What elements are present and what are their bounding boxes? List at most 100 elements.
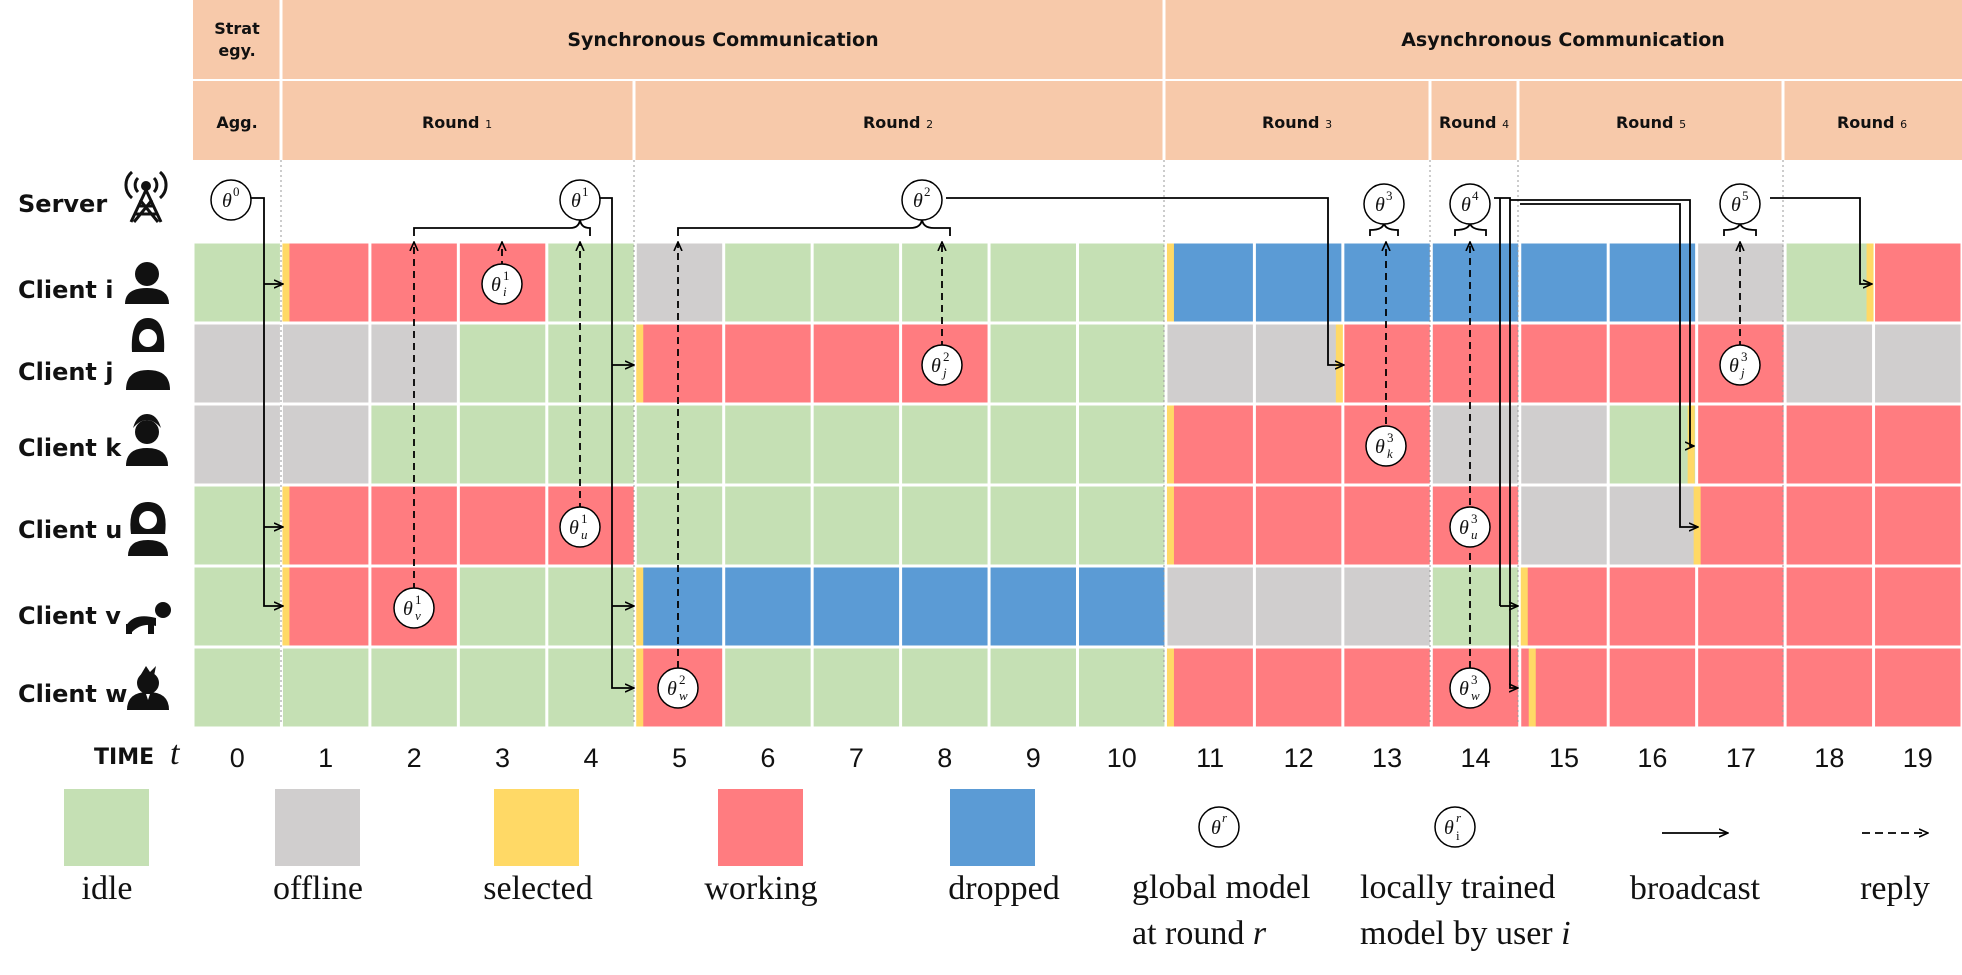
man-icon [126,414,168,466]
svg-text:0: 0 [233,184,240,199]
cell-client-i-t0 [194,243,280,322]
cell-client-i-t19 [1875,243,1961,322]
cell-client-k-t11 [1167,405,1253,484]
broadcast-lines [250,197,1872,688]
cell-client-w-t17 [1698,648,1784,727]
cell-client-w-t18 [1786,648,1873,727]
legend-idle-swatch [64,789,149,866]
cell-client-v-t15 [1521,567,1607,646]
cell-client-j-t14 [1432,324,1519,403]
local-model-node-tw3: θ 3w [1449,667,1491,709]
cell-client-u-t5 [636,486,723,565]
local-model-node-tk3: θ 3k [1365,425,1407,467]
cell-client-v-t1 [282,567,369,646]
time-tick-9: 9 [1026,743,1041,773]
cell-client-w-t12 [1255,648,1342,727]
local-model-node-tv1: θ 1v [393,587,435,629]
round-label-6: Round 6 [1837,113,1907,132]
businessman-icon [127,666,169,710]
svg-text:w: w [679,688,688,703]
svg-text:r: r [1456,810,1462,825]
cell-client-u-t13 [1344,486,1430,565]
cell-client-k-t12 [1255,405,1342,484]
selected-mark [1166,243,1174,322]
selected-mark [1528,648,1536,727]
svg-text:θ: θ [1729,355,1739,377]
cell-client-u-t8 [902,486,988,565]
cell-client-u-t18 [1786,486,1873,565]
cell-client-w-t8 [902,648,988,727]
cell-client-k-t5 [636,405,723,484]
woman-icon [126,318,170,390]
cell-client-u-t0 [194,486,280,565]
selected-mark [636,567,644,646]
legend-local-line2: model by user i [1360,915,1571,952]
legend-global-model-symbol: θ r [1198,806,1240,848]
local-model-node-tu3: θ 3u [1449,506,1491,548]
time-tick-12: 12 [1284,743,1314,773]
selected-mark [282,243,290,322]
cell-client-w-t19 [1875,648,1961,727]
cell-client-i-t11 [1167,243,1253,322]
cell-client-i-t10 [1079,243,1165,322]
cell-client-u-t6 [725,486,811,565]
cell-client-v-t10 [1079,567,1165,646]
cell-client-k-t9 [990,405,1076,484]
legend-dropped-label: dropped [948,870,1059,907]
legend-selected-label: selected [483,870,593,907]
svg-text:θ: θ [491,274,501,296]
svg-text:3: 3 [1471,511,1478,526]
cell-client-w-t11 [1167,648,1253,727]
state-grid [194,243,1961,727]
svg-text:3: 3 [1741,349,1748,364]
selected-mark [636,648,644,727]
cell-client-u-t19 [1875,486,1961,565]
cell-client-i-t9 [990,243,1076,322]
round-label-4: Round 4 [1439,113,1509,132]
time-tick-6: 6 [760,743,775,773]
selected-mark [282,567,290,646]
reply-lines [414,242,1740,668]
time-tick-5: 5 [672,743,687,773]
time-tick-2: 2 [407,743,422,773]
aggregation-braces [413,217,1757,236]
cell-client-v-t17 [1698,567,1784,646]
svg-text:4: 4 [1472,188,1479,203]
cell-client-j-t6 [725,324,811,403]
round-header-band [193,81,1962,160]
cell-client-u-t16 [1609,486,1696,565]
cell-client-k-t8 [902,405,988,484]
legend-global-line2: at round r [1132,915,1267,952]
legend-working-label: working [704,870,817,907]
svg-text:u: u [1471,527,1478,542]
selected-mark [1866,243,1874,322]
selected-mark [282,486,290,565]
svg-text:θ: θ [1375,194,1385,216]
cell-client-u-t3 [459,486,546,565]
row-label-client-v: Client v [18,602,121,630]
cell-client-i-t16 [1609,243,1696,322]
svg-text:1: 1 [415,592,422,607]
legend-offline-label: offline [273,870,363,907]
row-label-client-u: Client u [18,516,122,544]
cell-client-k-t19 [1875,405,1961,484]
person-icon [125,262,169,304]
time-tick-14: 14 [1461,743,1491,773]
cell-client-w-t9 [990,648,1076,727]
legend-working-swatch [718,789,803,866]
row-label-client-k: Client k [18,434,122,462]
cell-client-i-t14 [1432,243,1519,322]
svg-text:u: u [581,527,588,542]
legend-selected-swatch [494,789,579,866]
local-model-node-tw2: θ 2w [657,667,699,709]
cell-client-i-t18 [1786,243,1873,322]
time-axis-var: t [170,735,181,772]
cell-client-j-t13 [1344,324,1430,403]
sync-header-cell [281,0,1164,79]
strategy-label-2: egy. [218,41,255,60]
legend-reply-label: reply [1860,870,1930,907]
